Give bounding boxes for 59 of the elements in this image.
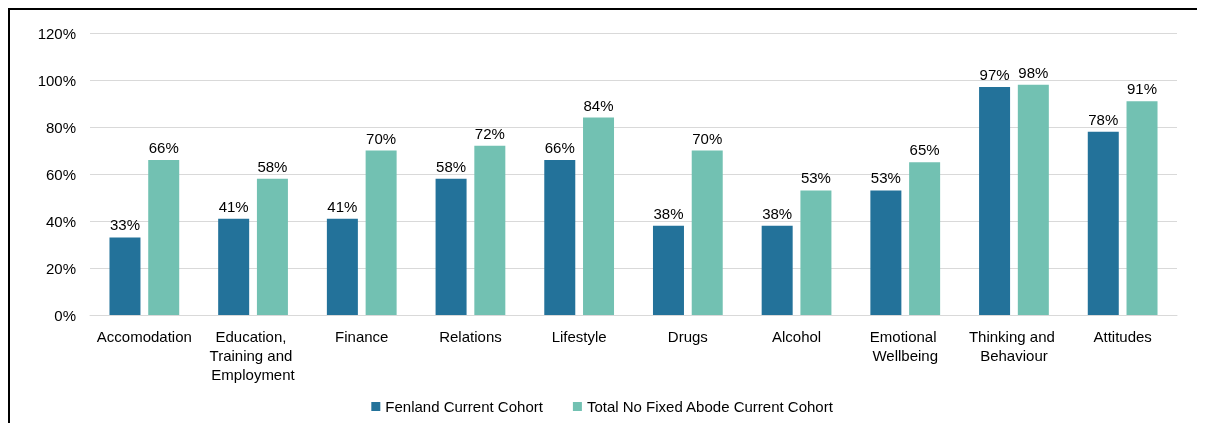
legend-label: Fenland Current Cohort — [385, 398, 544, 415]
data-label: 84% — [583, 96, 614, 114]
legend-label: Total No Fixed Abode Current Cohort — [586, 398, 834, 415]
bar — [652, 225, 684, 315]
data-label: 38% — [762, 204, 793, 222]
bar — [761, 225, 793, 315]
y-tick-label: 100% — [37, 71, 76, 89]
bar — [979, 87, 1011, 315]
bar — [218, 218, 250, 315]
x-tick-label: Thinking and Behaviour — [968, 328, 1059, 364]
data-label: 53% — [800, 169, 831, 187]
data-label: 65% — [909, 141, 940, 159]
x-tick-label: Accomodation — [96, 328, 192, 345]
y-tick-label: 80% — [45, 118, 76, 136]
data-label: 66% — [148, 138, 179, 156]
bar — [583, 117, 615, 315]
data-label: 58% — [257, 157, 288, 175]
data-label: 98% — [1018, 63, 1049, 81]
y-tick-label: 60% — [45, 165, 76, 183]
y-tick-label: 20% — [45, 259, 76, 277]
y-tick-label: 120% — [37, 24, 76, 42]
bar — [109, 237, 141, 315]
data-label: 78% — [1088, 110, 1119, 128]
bar — [1087, 131, 1119, 315]
bar — [148, 159, 180, 315]
data-label: 41% — [218, 197, 249, 215]
data-label: 72% — [474, 124, 505, 142]
bar — [474, 145, 506, 315]
x-tick-label: Relations — [439, 328, 502, 345]
bar — [870, 190, 902, 315]
y-tick-label: 0% — [54, 306, 76, 324]
data-label: 38% — [653, 204, 684, 222]
x-tick-label: Emotional Wellbeing — [869, 328, 941, 364]
bar — [691, 150, 723, 315]
x-tick-label: Finance — [335, 328, 389, 345]
bar — [256, 178, 288, 315]
data-label: 91% — [1127, 80, 1158, 98]
x-tick-label: Education, Training and Employment — [209, 328, 297, 383]
data-label: 58% — [436, 157, 467, 175]
bar — [800, 190, 832, 315]
x-tick-label: Lifestyle — [551, 328, 607, 345]
bar — [365, 150, 397, 315]
x-tick-label: Alcohol — [771, 328, 822, 345]
bar — [1017, 84, 1049, 315]
data-label: 70% — [366, 129, 397, 147]
x-tick-label: Drugs — [667, 328, 708, 345]
data-label: 41% — [327, 197, 358, 215]
data-label: 97% — [979, 66, 1010, 84]
data-label: 66% — [544, 138, 575, 156]
bar — [1126, 101, 1158, 315]
bar — [909, 162, 941, 315]
data-label: 33% — [109, 216, 140, 234]
bar — [435, 178, 467, 315]
data-label: 53% — [870, 169, 901, 187]
y-tick-label: 40% — [45, 212, 76, 230]
bar — [326, 218, 358, 315]
data-label: 70% — [692, 129, 723, 147]
x-tick-label: Attitudes — [1093, 328, 1152, 345]
bar — [544, 159, 576, 315]
